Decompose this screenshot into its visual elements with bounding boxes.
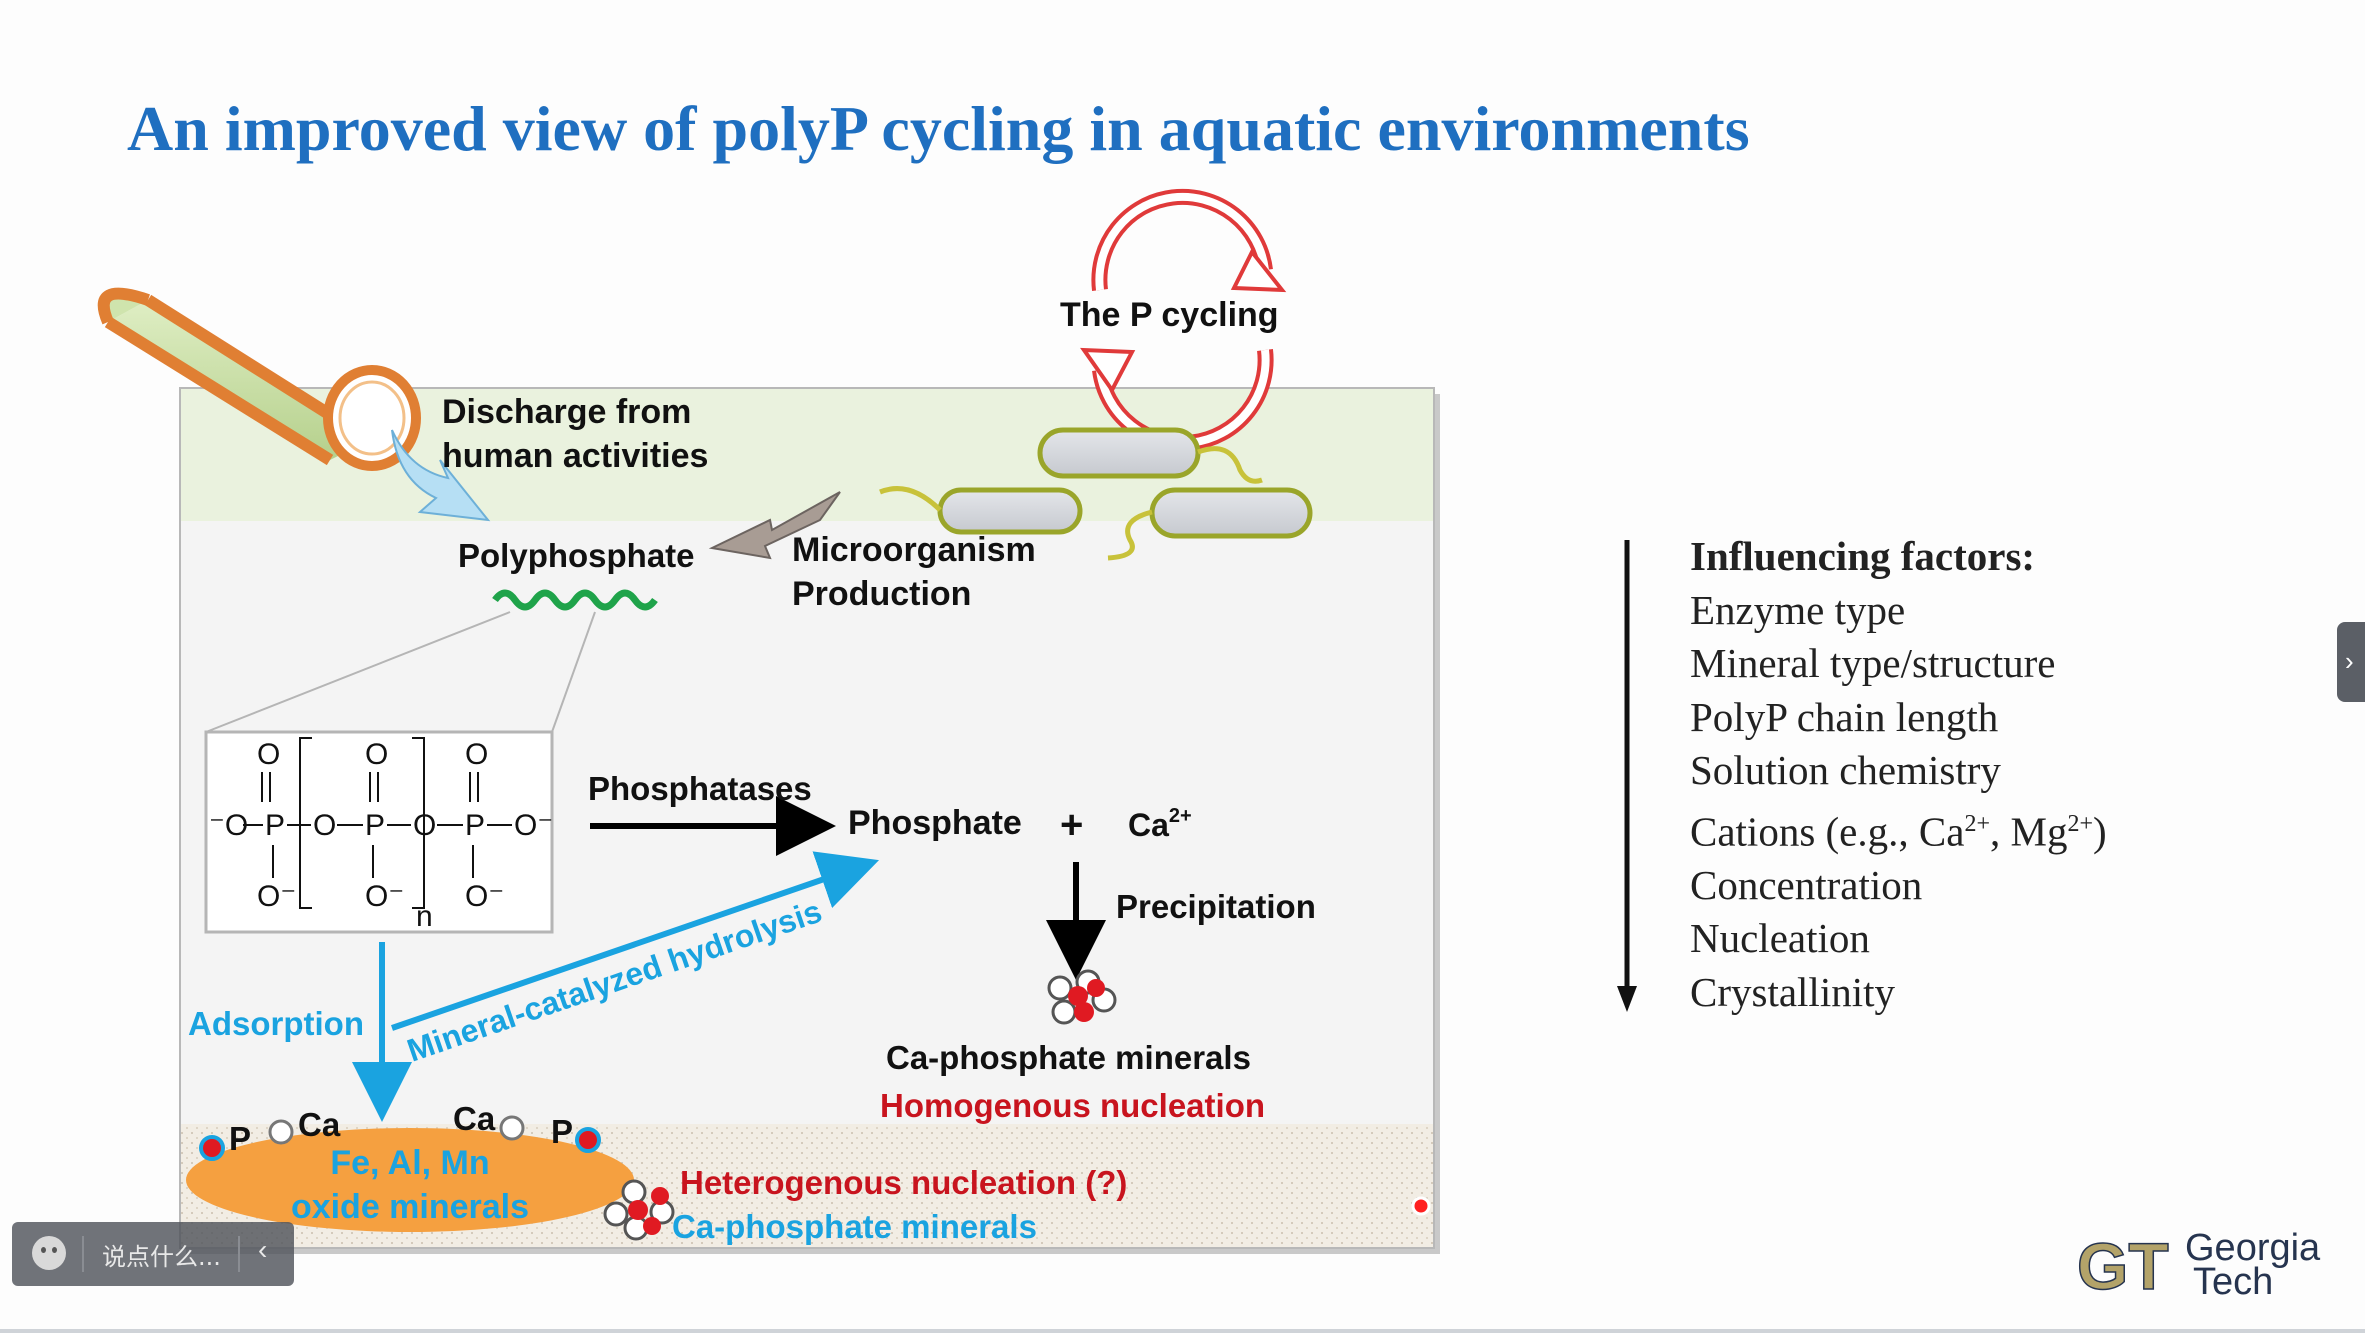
laser-pointer-icon: [1411, 1196, 1431, 1216]
cations-mid: , Mg: [1989, 808, 2068, 855]
logo-line1: Georgia: [2185, 1227, 2321, 1269]
homogenous-nucleation-label: Homogenous nucleation: [880, 1087, 1265, 1124]
georgia-tech-logo: GT Georgia Tech: [2075, 1225, 2325, 1305]
zoom-line-left: [205, 611, 511, 733]
zoom-line-right: [551, 611, 596, 733]
svg-text:⁻O: ⁻O: [209, 809, 248, 842]
svg-text:P: P: [265, 809, 285, 842]
svg-text:O⁻: O⁻: [257, 880, 296, 913]
oxide-label-line1: Fe, Al, Mn: [330, 1144, 489, 1182]
svg-text:O: O: [257, 738, 280, 771]
discharge-arrow: [391, 429, 491, 522]
microorganism-arrow: [708, 491, 841, 560]
gt-mark-icon: GT: [2076, 1231, 2169, 1301]
chevron-left-icon[interactable]: ‹: [258, 1234, 268, 1265]
calcium-ion-charge: 2+: [1169, 805, 1192, 827]
calcium-ion-symbol: Ca: [1128, 807, 1169, 843]
divider: [238, 1236, 240, 1272]
cations-suffix: ): [2093, 808, 2107, 855]
cations-ca-charge: 2+: [1964, 810, 1990, 837]
factor-item: Concentration: [1690, 861, 1923, 908]
logo-text: Georgia Tech: [2185, 1227, 2321, 1303]
cations-mg-charge: 2+: [2067, 810, 2093, 837]
sorbed-p-label-1: P: [229, 1120, 251, 1157]
p-cycling-label: The P cycling: [1060, 296, 1279, 334]
ca-phosphate-minerals-bottom-label: Ca-phosphate minerals: [672, 1208, 1037, 1245]
polyphosphate-wave: [492, 589, 658, 611]
svg-text:O: O: [313, 809, 336, 842]
chevron-right-icon: ›: [2345, 646, 2354, 676]
factor-item: PolyP chain length: [1690, 693, 1999, 740]
factor-item: Nucleation: [1690, 915, 1870, 962]
sorbed-ca-label-2: Ca: [453, 1100, 496, 1137]
oxide-mineral-particle: [186, 1128, 634, 1232]
factor-arrow: [1617, 540, 1637, 1012]
microorganism-label-line1: Microorganism: [792, 531, 1036, 569]
factors-heading: Influencing factors:: [1690, 533, 2036, 579]
svg-text:P: P: [465, 809, 485, 842]
slide-title: An improved view of polyP cycling in aqu…: [127, 93, 1750, 164]
influencing-factors-list: Influencing factors: Enzyme type Mineral…: [1690, 530, 2107, 1019]
phosphate-label: Phosphate: [848, 804, 1022, 842]
comment-bar[interactable]: 说点什么... ‹: [12, 1222, 294, 1286]
discharge-label-line2: human activities: [442, 437, 708, 475]
bottom-border: [0, 1329, 2365, 1333]
heterogenous-nucleation-label: Heterogenous nucleation (?): [680, 1164, 1127, 1201]
comment-input[interactable]: 说点什么...: [102, 1243, 221, 1271]
cations-prefix: Cations (e.g., Ca: [1690, 808, 1965, 855]
factor-item: Crystallinity: [1690, 968, 1895, 1015]
svg-text:O: O: [365, 738, 388, 771]
emoji-icon[interactable]: [32, 1236, 66, 1270]
svg-text:O⁻: O⁻: [365, 880, 404, 913]
sorbed-p-label-2: P: [551, 1113, 573, 1150]
adsorbed-species: [199, 1115, 601, 1161]
polyphosphate-label: Polyphosphate: [458, 537, 695, 574]
ca-phosphate-cluster-icon: [1047, 969, 1117, 1025]
discharge-label-line1: Discharge from: [442, 393, 691, 431]
svg-text:O⁻: O⁻: [465, 880, 504, 913]
oxide-label-line2: oxide minerals: [291, 1188, 529, 1226]
factor-item-cations: Cations (e.g., Ca2+, Mg2+): [1690, 798, 2107, 859]
adsorption-label: Adsorption: [188, 1005, 364, 1042]
factor-item: Mineral type/structure: [1690, 640, 2056, 686]
logo-line2: Tech: [2193, 1261, 2274, 1303]
calcium-ion-label: Ca2+: [1128, 805, 1192, 843]
ca-phosphate-minerals-label: Ca-phosphate minerals: [886, 1039, 1251, 1076]
svg-text:P: P: [365, 809, 385, 842]
precipitation-label: Precipitation: [1116, 888, 1316, 925]
polyphosphate-structure: O O O ⁻O P O P O P O⁻ O⁻ O⁻ O⁻ n: [204, 730, 554, 934]
svg-text:GT: GT: [2077, 1231, 2169, 1301]
hydrolysis-arrow: [391, 851, 880, 1031]
plus-sign: +: [1060, 803, 1083, 847]
svg-text:O⁻: O⁻: [514, 809, 553, 842]
microorganisms: [879, 427, 1313, 561]
phosphatases-label: Phosphatases: [588, 770, 812, 807]
factor-item: Solution chemistry: [1690, 747, 2001, 793]
factor-item: Enzyme type: [1690, 586, 1906, 633]
microorganism-label-line2: Production: [792, 575, 971, 613]
sorbed-ca-label-1: Ca: [298, 1106, 341, 1143]
heterogenous-cluster-icon: [603, 1179, 675, 1241]
svg-text:O: O: [465, 738, 488, 771]
divider: [82, 1236, 84, 1272]
side-panel-toggle[interactable]: ›: [2337, 622, 2365, 702]
